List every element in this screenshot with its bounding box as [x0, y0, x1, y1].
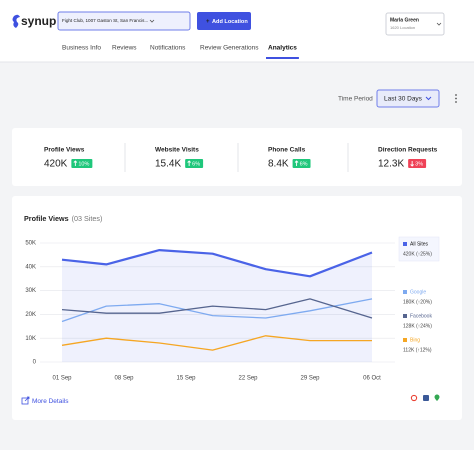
legend-total: 180K (↑20%) [403, 299, 432, 305]
y-tick-label: 50K [25, 241, 36, 247]
series-line [61, 335, 372, 351]
x-tick-label: 06 Oct [363, 376, 381, 382]
kpi-value: 12.3K [378, 159, 404, 170]
legend-label: Bing [410, 337, 420, 343]
legend-total: 128K (↑24%) [403, 323, 432, 329]
y-tick-label: 40K [25, 264, 36, 270]
x-tick-label: 15 Sep [176, 376, 196, 382]
kpi-change: 10% [78, 161, 89, 167]
plus-icon: + [206, 19, 210, 25]
caret [425, 96, 432, 101]
more-details-link[interactable]: More Details [32, 398, 69, 405]
link-icon [21, 396, 30, 405]
kpi-change: 6% [300, 161, 308, 167]
kpi-label: Website Visits [155, 147, 199, 154]
kpi-value: 8.4K [268, 159, 289, 170]
time-period-value: Last 30 Days [384, 96, 423, 103]
arrow-up [73, 160, 78, 166]
series-line [61, 298, 373, 319]
kpi-value: 420K [44, 159, 68, 170]
kpis: Profile Views 420K 10% Website Visits 15.4K 6… [44, 143, 438, 172]
kpi-label: Phone Calls [268, 147, 306, 154]
chart: 0 10K 20K 30K 40K 50K 01 Sep 08 Sep 15 Sep 22 Sep… [25, 236, 440, 382]
x-tick-label: 29 Sep [300, 376, 320, 382]
legend-box [398, 236, 440, 262]
chart-subtitle: (03 Sites) [72, 214, 103, 223]
add-location-button[interactable] [197, 12, 251, 30]
legend-total: 420K (↑25%) [403, 251, 432, 257]
kpi-change: 6% [192, 161, 200, 167]
legend-label: Google [410, 289, 426, 295]
y-tick-label: 20K [25, 312, 36, 318]
time-period-label: Time Period [338, 96, 373, 103]
arrow-down [410, 161, 414, 167]
user-sub: 1620 Location [390, 25, 415, 30]
legend-swatch [403, 290, 407, 294]
user-menu[interactable] [385, 12, 445, 36]
legend-swatch [403, 314, 407, 318]
add-location-text: Add Location [212, 19, 248, 25]
site-icons [410, 394, 440, 402]
legend-label: All Sites [410, 241, 429, 247]
arrow-up [187, 160, 191, 166]
legend-swatch [403, 338, 407, 342]
tab[interactable]: Review Generations [200, 45, 259, 52]
x-tick-label: 01 Sep [52, 376, 72, 382]
kpi-label: Direction Requests [378, 147, 438, 154]
kpi-label: Profile Views [44, 147, 85, 154]
y-tick-label: 10K [25, 336, 36, 342]
x-tick-label: 08 Sep [114, 376, 134, 382]
tab-underline [266, 57, 299, 59]
kpi-change: 3% [415, 161, 423, 167]
arrow-up [294, 160, 299, 166]
kpi-value: 15.4K [155, 159, 181, 170]
location-select[interactable] [57, 11, 191, 31]
kpi-card [12, 128, 462, 186]
series-line [61, 298, 373, 323]
kpi-badge [71, 159, 93, 168]
location-text: Fight Club, 1007 Gaston St, San Francis.… [62, 18, 148, 23]
series-line [61, 249, 373, 278]
tab[interactable]: Reviews [112, 45, 137, 52]
caret [149, 19, 155, 23]
tab[interactable]: Business Info [62, 45, 101, 52]
tab[interactable]: Notifications [150, 45, 186, 52]
tab[interactable]: Analytics [268, 45, 297, 52]
legend-total: 112K (↑12%) [403, 347, 432, 353]
time-period-select[interactable] [376, 89, 440, 108]
legend-swatch [403, 242, 407, 246]
chart-title: Profile Views [24, 214, 69, 223]
user-name: Marla Green [390, 17, 419, 23]
y-tick-label: 0 [33, 360, 37, 366]
kebab-menu[interactable] [455, 94, 457, 103]
y-tick-label: 30K [25, 288, 36, 294]
logo-icon [12, 14, 20, 28]
logo: synup [21, 14, 56, 28]
legend-label: Facebook [410, 313, 432, 319]
tabs: Business Info Reviews Notifications Review … [62, 45, 299, 59]
x-tick-label: 22 Sep [238, 376, 258, 382]
caret [436, 22, 442, 26]
